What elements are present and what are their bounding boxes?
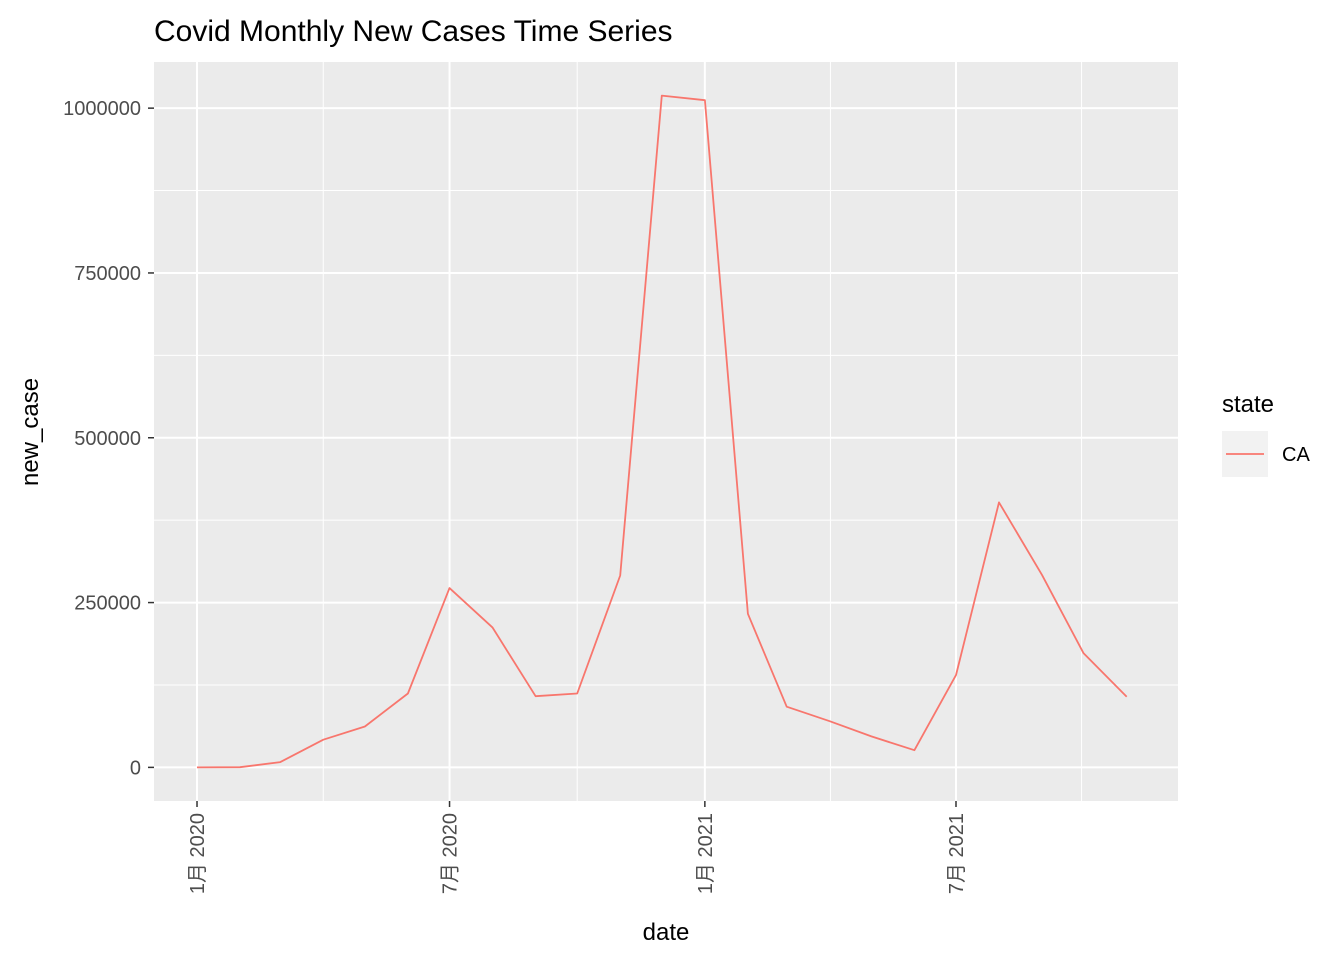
x-tick-label: 7月 2020 <box>440 813 462 894</box>
y-tick-label: 500000 <box>74 428 141 450</box>
plot-panel <box>154 62 1178 801</box>
x-tick-label: 1月 2020 <box>187 813 209 894</box>
legend-title: state <box>1222 391 1274 418</box>
legend: state CA <box>1222 391 1310 477</box>
y-tick-label: 750000 <box>74 263 141 285</box>
x-tick-label: 1月 2021 <box>695 813 717 894</box>
y-axis: 0 250000 500000 750000 1000000 <box>63 98 154 779</box>
major-gridlines <box>154 62 1178 801</box>
y-tick-label: 250000 <box>74 593 141 615</box>
series-layer <box>196 94 1128 769</box>
chart-title: Covid Monthly New Cases Time Series <box>154 15 673 48</box>
minor-gridlines <box>154 62 1178 801</box>
legend-label-ca: CA <box>1282 444 1310 466</box>
series-line-ca <box>196 94 1128 769</box>
y-tick-label: 1000000 <box>63 98 141 120</box>
x-axis: 1月 2020 7月 2020 1月 2021 7月 2021 <box>187 801 968 894</box>
x-tick-label: 7月 2021 <box>946 813 968 894</box>
y-axis-title: new_case <box>17 378 44 486</box>
y-tick-label: 0 <box>130 757 141 779</box>
x-axis-title: date <box>643 919 690 946</box>
